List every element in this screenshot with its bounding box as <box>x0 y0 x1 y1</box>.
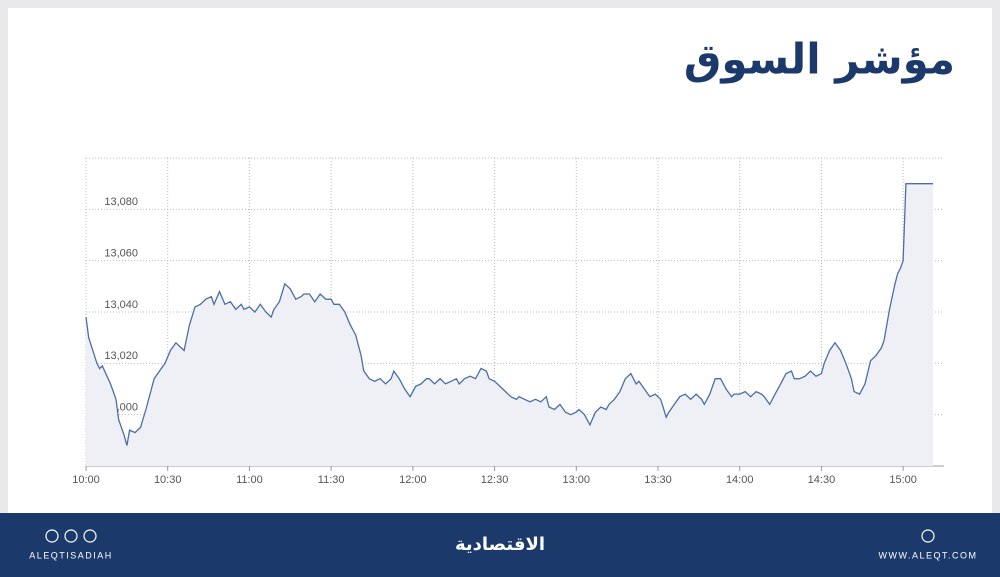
x-tick-label: 12:00 <box>399 474 427 486</box>
x-tick-label: 12:30 <box>481 474 509 486</box>
x-tick-label: 13:30 <box>644 474 672 486</box>
icon-web <box>921 529 935 543</box>
x-tick-label: 11:30 <box>318 474 345 486</box>
x-tick-label: 15:00 <box>889 474 917 486</box>
y-tick-label: 13,080 <box>104 196 138 208</box>
y-tick-label: 13,060 <box>104 248 138 260</box>
line <box>85 183 934 446</box>
y-tick-label: 13,020 <box>104 350 138 362</box>
social-icons <box>45 529 935 543</box>
x-tick-label: 10:00 <box>72 474 100 486</box>
footer-band <box>0 513 1000 577</box>
icon-facebook <box>64 529 78 543</box>
y-tick-label: 13,040 <box>104 299 138 311</box>
x-tick-label: 13:00 <box>563 474 591 486</box>
footer-logo: الاقتصادية <box>455 534 545 555</box>
x-tick-label: 11:00 <box>236 474 263 486</box>
footer-handle: ALEQTISADIAH <box>29 550 113 560</box>
x-tick-label: 14:00 <box>726 474 754 486</box>
chart-title: مؤشر السوق <box>684 35 955 85</box>
area <box>86 183 934 466</box>
icon-instagram <box>45 529 59 543</box>
x-tick-label: 14:30 <box>808 474 836 486</box>
x-tick-label: 10:30 <box>154 474 182 486</box>
footer-website: WWW.ALEQT.COM <box>879 550 978 560</box>
icon-twitter <box>83 529 97 543</box>
